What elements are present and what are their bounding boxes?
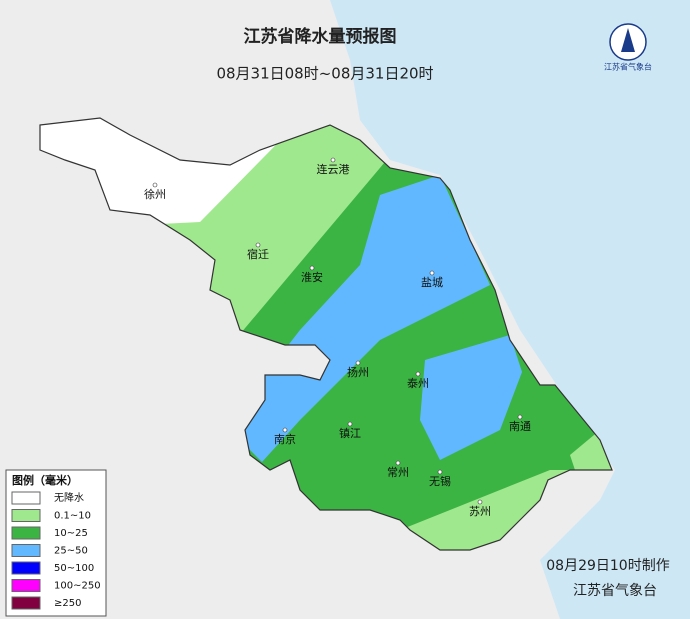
legend-swatch <box>11 596 41 610</box>
city-name: 无锡 <box>429 474 451 488</box>
city-name: 南京 <box>274 432 296 446</box>
legend-label: 50~100 <box>54 563 94 574</box>
legend-title: 图例（毫米） <box>12 473 78 487</box>
subtitle: 08月31日08时~08月31日20时 <box>216 65 433 83</box>
city-name: 淮安 <box>301 270 323 284</box>
city-dot <box>152 182 158 188</box>
legend-swatch <box>11 491 41 505</box>
city-name: 苏州 <box>469 505 491 518</box>
band-heavy-east <box>420 335 522 460</box>
city-name: 扬州 <box>347 365 369 379</box>
city-name: 镇江 <box>339 426 361 440</box>
city-name: 徐州 <box>144 187 166 201</box>
city-dot <box>355 360 361 366</box>
legend-swatch <box>11 561 41 575</box>
city-name: 连云港 <box>317 163 350 176</box>
legend-label: 25~50 <box>54 546 88 557</box>
city-dot <box>309 265 315 271</box>
legend-label: 0.1~10 <box>54 511 91 522</box>
city-dot <box>429 270 435 276</box>
agency: 江苏省气象台 <box>573 583 657 599</box>
legend-items: 无降水 0.1~10 10~25 25~50 50~100 100~250 ≥250 <box>11 491 101 610</box>
legend-swatch <box>11 579 41 592</box>
city-dot <box>415 371 421 377</box>
city-name: 常州 <box>387 466 409 479</box>
sea <box>330 0 690 619</box>
city-dot <box>282 427 288 433</box>
city-dot <box>347 421 353 427</box>
legend-label: 10~25 <box>54 528 88 539</box>
city-dot <box>395 460 401 466</box>
city-dot <box>255 242 261 248</box>
issued: 08月29日10时制作 <box>546 558 669 574</box>
legend-label: 无降水 <box>54 491 84 504</box>
city-name: 盐城 <box>421 276 443 289</box>
city-dot <box>330 157 336 163</box>
legend-swatch <box>11 526 41 540</box>
city-dot <box>477 499 483 505</box>
logo-tower <box>621 28 635 52</box>
legend-label: 100~250 <box>54 581 101 592</box>
city-name: 南通 <box>509 420 531 433</box>
province-border <box>39 117 613 551</box>
legend-swatch <box>11 509 41 522</box>
city-dot <box>437 469 443 475</box>
city-name: 宿迁 <box>247 247 269 261</box>
legend-label: ≥250 <box>54 598 81 609</box>
legend-swatch <box>11 544 41 557</box>
city-dot <box>517 414 523 420</box>
city-name: 泰州 <box>407 376 429 390</box>
logo-text: 江苏省气象台 <box>604 62 652 72</box>
title: 江苏省降水量预报图 <box>244 26 397 47</box>
band-heavy <box>240 175 490 462</box>
